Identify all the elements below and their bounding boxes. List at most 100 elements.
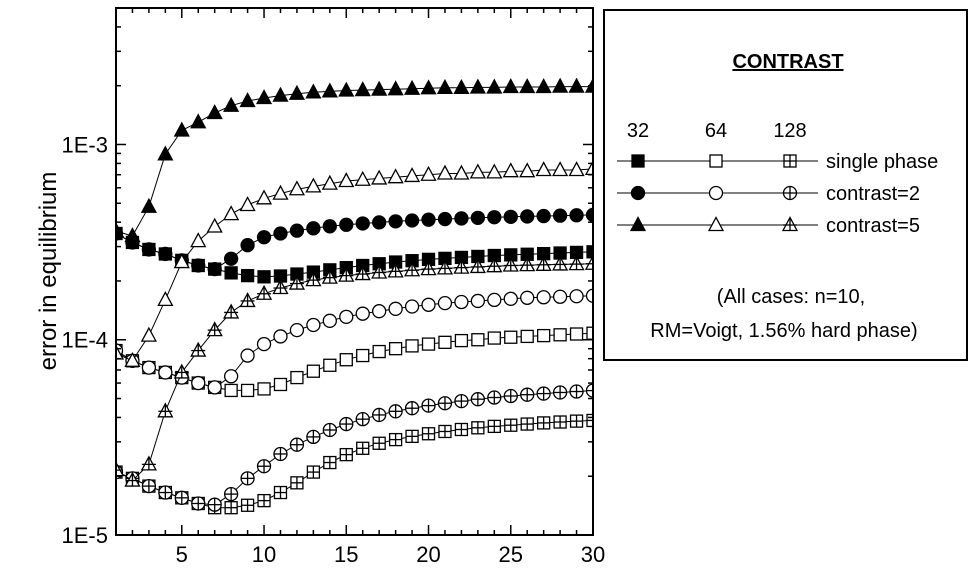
data-point-8-7 <box>206 217 223 233</box>
data-point-8-22 <box>453 164 470 180</box>
data-point-6-4 <box>158 485 173 500</box>
data-point-8-4 <box>157 291 174 307</box>
data-point-5-20 <box>421 297 436 312</box>
data-point-6-22 <box>454 393 469 409</box>
data-point-4-26 <box>520 209 535 224</box>
plot-area: 5 10 15 20 25 30 1E-5 1E-4 1E-3 <box>62 7 605 567</box>
data-point-4-20 <box>421 212 436 227</box>
data-point-1-10 <box>257 270 271 284</box>
data-point-9-20 <box>420 260 437 276</box>
data-point-5-3 <box>141 360 157 375</box>
data-point-2-17 <box>372 344 386 359</box>
data-point-9-23 <box>469 258 486 274</box>
data-point-3-29 <box>569 414 584 428</box>
data-point-6-23 <box>470 392 486 407</box>
data-point-7-14 <box>321 82 338 98</box>
data-point-4-4 <box>158 246 173 262</box>
data-point-2-21 <box>438 335 452 349</box>
data-point-7-15 <box>338 81 355 97</box>
data-point-6-10 <box>256 459 272 474</box>
data-point-3-9 <box>240 498 255 512</box>
data-point-5-21 <box>437 295 453 311</box>
data-point-2-28 <box>553 328 567 342</box>
data-point-6-24 <box>487 390 502 405</box>
data-point-5-27 <box>536 290 551 305</box>
data-point-8-15 <box>338 172 355 188</box>
data-point-4-7 <box>207 261 222 277</box>
data-point-8-19 <box>403 167 421 183</box>
data-point-9-26 <box>519 256 536 272</box>
legend-frame <box>603 9 968 361</box>
series-9 <box>116 254 593 487</box>
data-point-9-16 <box>354 265 371 281</box>
data-point-5-10 <box>256 336 272 352</box>
data-point-2-23 <box>471 333 485 347</box>
data-point-6-17 <box>372 407 387 423</box>
data-point-7-27 <box>535 78 552 94</box>
data-point-5-8 <box>223 369 239 384</box>
x-tick-label: 5 <box>176 542 188 567</box>
data-point-3-27 <box>537 416 551 430</box>
data-point-8-13 <box>305 177 322 193</box>
data-point-9-14 <box>321 268 338 284</box>
data-point-7-12 <box>288 84 306 100</box>
data-point-5-24 <box>487 292 502 308</box>
data-point-6-25 <box>503 388 518 404</box>
data-point-4-29 <box>569 208 584 223</box>
data-point-5-15 <box>339 309 354 324</box>
data-point-2-24 <box>487 331 501 345</box>
data-point-9-1 <box>116 461 125 477</box>
data-point-4-10 <box>256 230 272 245</box>
legend-label: contrast=2 <box>826 183 920 205</box>
data-point-8-21 <box>436 164 454 180</box>
data-point-9-3 <box>140 455 157 471</box>
legend-label: single phase <box>826 151 938 173</box>
data-point-2-14 <box>323 358 337 372</box>
legend-rows: single phase contrast=2 contrast=5 <box>617 151 938 237</box>
legend-col-32: 32 <box>627 120 649 142</box>
data-point-2-19 <box>405 339 419 353</box>
data-point-3-17 <box>372 436 386 450</box>
data-point-4-23 <box>470 210 486 225</box>
series-6 <box>116 383 593 512</box>
legend-marker <box>783 154 797 168</box>
legend-col-64: 64 <box>705 120 727 142</box>
data-point-4-11 <box>273 226 288 241</box>
data-point-4-17 <box>372 215 387 230</box>
legend-marker <box>709 154 723 168</box>
data-point-9-7 <box>206 321 223 337</box>
data-point-6-5 <box>174 490 189 505</box>
data-point-2-10 <box>257 382 271 396</box>
data-point-4-13 <box>306 221 321 236</box>
series-5 <box>116 288 593 395</box>
y-axis-title: error in equilibrium <box>35 172 62 371</box>
x-tick-label: 30 <box>581 542 605 567</box>
data-point-3-22 <box>454 422 469 437</box>
data-point-2-12 <box>290 370 304 385</box>
data-point-7-20 <box>420 79 437 95</box>
data-point-6-18 <box>388 404 403 419</box>
y-tick-label: 1E-3 <box>62 132 108 157</box>
data-point-6-6 <box>191 496 206 511</box>
data-point-7-5 <box>173 121 190 137</box>
legend-row-1: single phase <box>617 151 938 173</box>
data-point-5-29 <box>569 289 584 304</box>
data-point-1-9 <box>240 268 255 283</box>
data-point-7-18 <box>387 80 404 96</box>
data-point-2-8 <box>224 383 238 398</box>
data-point-9-27 <box>535 255 552 271</box>
data-point-7-21 <box>436 78 454 94</box>
data-point-8-2 <box>124 351 141 367</box>
legend-row-2: contrast=2 <box>617 183 920 205</box>
data-point-2-13 <box>306 364 321 378</box>
data-point-9-6 <box>190 341 207 357</box>
series-layer <box>116 77 593 515</box>
data-point-6-11 <box>273 446 288 462</box>
data-point-2-26 <box>520 329 534 344</box>
data-point-8-29 <box>568 161 585 177</box>
data-point-8-23 <box>469 163 486 179</box>
data-point-5-30 <box>585 288 593 303</box>
data-point-3-11 <box>273 485 288 500</box>
data-point-8-25 <box>502 162 519 178</box>
